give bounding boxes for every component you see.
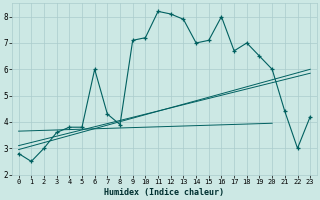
X-axis label: Humidex (Indice chaleur): Humidex (Indice chaleur)	[104, 188, 224, 197]
